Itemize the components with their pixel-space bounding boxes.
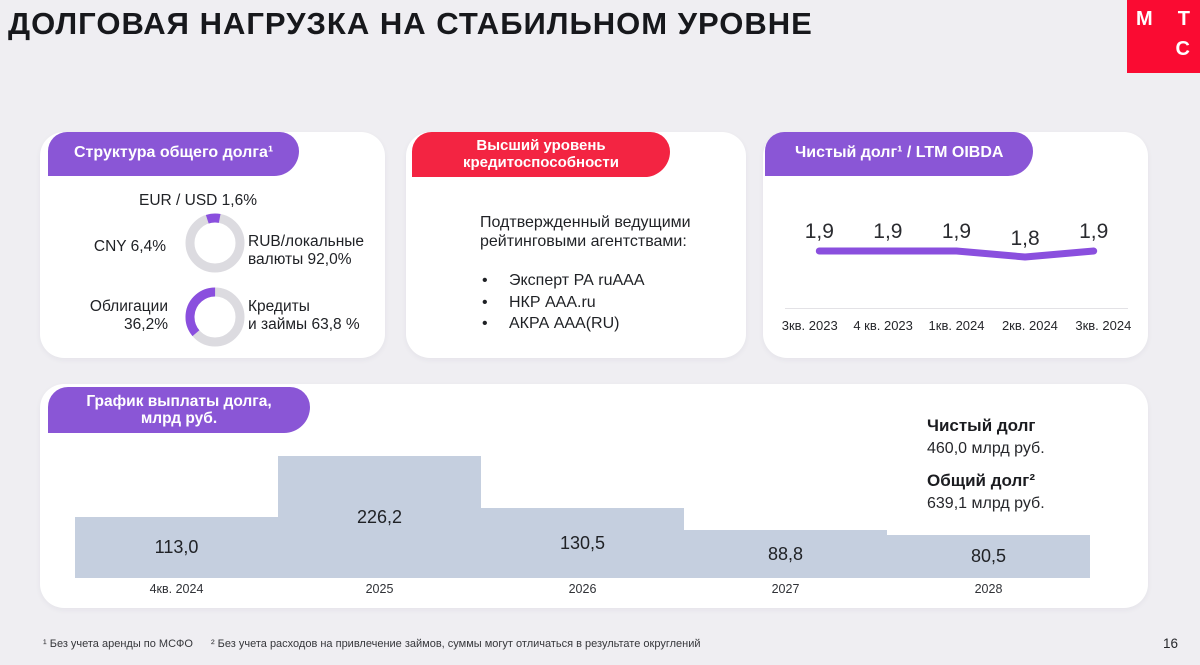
- leverage-badge: Чистый долг¹ / LTM OIBDA: [765, 132, 1034, 176]
- currency-donut-top-label: EUR / USD 1,6%: [138, 192, 257, 209]
- credit-rating-badge: Высший уровень кредитоспособности: [412, 132, 670, 177]
- debt-summary: Чистый долг 460,0 млрд руб. Общий долг² …: [927, 416, 1045, 513]
- leverage-quarters-row: 3кв. 2023 4 кв. 2023 1кв. 2024 2кв. 2024…: [773, 318, 1140, 333]
- bar-value: 80,5: [970, 546, 1007, 566]
- bullet-dot: •: [482, 293, 488, 311]
- leverage-values-row: 1,9 1,9 1,9 1,8 1,9: [785, 220, 1128, 251]
- list-item: • АКРА AAA(RU): [482, 315, 645, 334]
- logo-letter-m: М: [1136, 7, 1153, 30]
- leverage-value: 1,9: [804, 220, 834, 243]
- year-label: 2028: [974, 582, 1003, 596]
- donut-segment: [185, 287, 245, 347]
- currency-donut-right-label-line2: валюты 92,0%: [248, 251, 352, 268]
- debt-structure-badge: Структура общего долга¹: [48, 132, 300, 176]
- footnote-2: ² Без учета расходов на привлечение займ…: [210, 638, 701, 650]
- bullet-dot: •: [482, 315, 488, 332]
- donut-segment: [185, 213, 245, 273]
- currency-donut-left-label: CNY 6,4%: [93, 238, 166, 255]
- net-debt-value: 460,0 млрд руб.: [927, 440, 1045, 457]
- bar-value: 88,8: [767, 543, 804, 564]
- net-debt-block: Чистый долг 460,0 млрд руб.: [927, 416, 1045, 458]
- total-debt-block: Общий долг² 639,1 млрд руб.: [927, 471, 1045, 513]
- credit-rating-card: Высший уровень кредитоспособности Подтве…: [406, 132, 746, 358]
- leverage-card: Чистый долг¹ / LTM OIBDA 1,9 1,9 1,9 1,8…: [763, 132, 1148, 358]
- year-label: 2027: [771, 582, 800, 596]
- footnote-1: ¹ Без учета аренды по МСФО: [43, 638, 193, 650]
- debt-structure-card: Структура общего долга¹ EUR / USD 1,6% C…: [40, 132, 385, 358]
- bar-4q2024: 113,0: [75, 517, 278, 578]
- currency-donut-right-label: RUB/локальные валюты 92,0%: [248, 233, 364, 269]
- repayment-badge: График выплаты долга, млрд руб.: [48, 387, 310, 433]
- bar-value: 226,2: [356, 506, 403, 527]
- bullet-dot: •: [482, 272, 488, 289]
- donut-track: [185, 213, 245, 273]
- year-label: 2026: [568, 582, 597, 596]
- instrument-donut-chart: [185, 287, 245, 347]
- bar-2028: 80,5: [887, 535, 1090, 578]
- list-item: • НКР AAA.ru: [482, 294, 645, 313]
- year-label: 4кв. 2024: [149, 582, 204, 596]
- repayment-card: График выплаты долга, млрд руб. 113,0 22…: [40, 384, 1148, 608]
- instrument-donut-left-label: Облигации 36,2%: [40, 298, 168, 334]
- rating-agencies-list: • Эксперт РА ruAAA • НКР AAA.ru • АКРА A…: [482, 272, 645, 337]
- quarter-label: 3кв. 2024: [1075, 318, 1132, 333]
- logo-letter-t: Т: [1177, 7, 1190, 30]
- agency-name: Эксперт РА ruAAA: [509, 272, 645, 289]
- leverage-value: 1,9: [873, 220, 903, 243]
- instrument-donut-left-label-line1: Облигации: [89, 298, 168, 315]
- bar-value: 113,0: [154, 537, 199, 557]
- mts-logo: М Т С: [1127, 0, 1200, 73]
- logo-letter-c: С: [1175, 38, 1190, 61]
- footnotes: ¹ Без учета аренды по МСФО ² Без учета р…: [43, 638, 701, 650]
- bar-2026: 130,5: [481, 508, 684, 578]
- credit-rating-intro-line1: Подтвержденный ведущими: [480, 214, 691, 231]
- page-title: ДОЛГОВАЯ НАГРУЗКА НА СТАБИЛЬНОМ УРОВНЕ: [8, 6, 813, 41]
- quarter-label: 1кв. 2024: [928, 318, 985, 333]
- agency-name: АКРА AAA(RU): [509, 315, 620, 332]
- bar-2025: 226,2: [278, 456, 481, 578]
- net-debt-label: Чистый долг: [927, 416, 1036, 435]
- credit-rating-badge-line2: кредитоспособности: [463, 153, 619, 171]
- currency-donut-chart: [185, 213, 245, 273]
- agency-name: НКР AAA.ru: [509, 293, 596, 311]
- leverage-value: 1,9: [1079, 220, 1109, 243]
- currency-donut-right-label-line1: RUB/локальные: [248, 233, 365, 250]
- total-debt-value: 639,1 млрд руб.: [927, 495, 1045, 512]
- leverage-line-chart: [815, 247, 1098, 261]
- instrument-donut-right-label-line1: Кредиты: [248, 298, 310, 315]
- credit-rating-intro-line2: рейтинговыми агентствами:: [480, 233, 687, 250]
- page-number: 16: [1162, 636, 1178, 651]
- repayment-bar-chart: 113,0 226,2 130,5 88,8 80,5: [75, 384, 1090, 578]
- quarter-label: 3кв. 2023: [781, 318, 838, 333]
- instrument-donut-right-label: Кредиты и займы 63,8 %: [248, 298, 360, 334]
- repayment-badge-line1: График выплаты долга,: [86, 393, 272, 410]
- year-label: 2025: [365, 582, 394, 596]
- repayment-badge-line2: млрд руб.: [140, 410, 218, 427]
- credit-rating-badge-line1: Высший уровень: [476, 137, 606, 154]
- list-item: • Эксперт РА ruAAA: [482, 272, 645, 291]
- instrument-donut-right-label-line2: и займы 63,8 %: [248, 316, 360, 333]
- bar-2027: 88,8: [684, 530, 887, 578]
- quarter-label: 4 кв. 2023: [853, 318, 913, 333]
- leverage-value: 1,9: [941, 220, 972, 243]
- quarter-label: 2кв. 2024: [1001, 318, 1058, 333]
- bar-value: 130,5: [559, 532, 606, 553]
- total-debt-label: Общий долг²: [927, 471, 1035, 490]
- credit-rating-intro: Подтвержденный ведущими рейтинговыми аге…: [480, 213, 691, 251]
- repayment-year-labels: 4кв. 2024 2025 2026 2027 2028: [75, 582, 1090, 596]
- axis-divider: [785, 308, 1128, 309]
- instrument-donut-left-label-line2: 36,2%: [124, 316, 168, 333]
- leverage-line: [815, 247, 1098, 261]
- leverage-value: 1,8: [1010, 227, 1040, 250]
